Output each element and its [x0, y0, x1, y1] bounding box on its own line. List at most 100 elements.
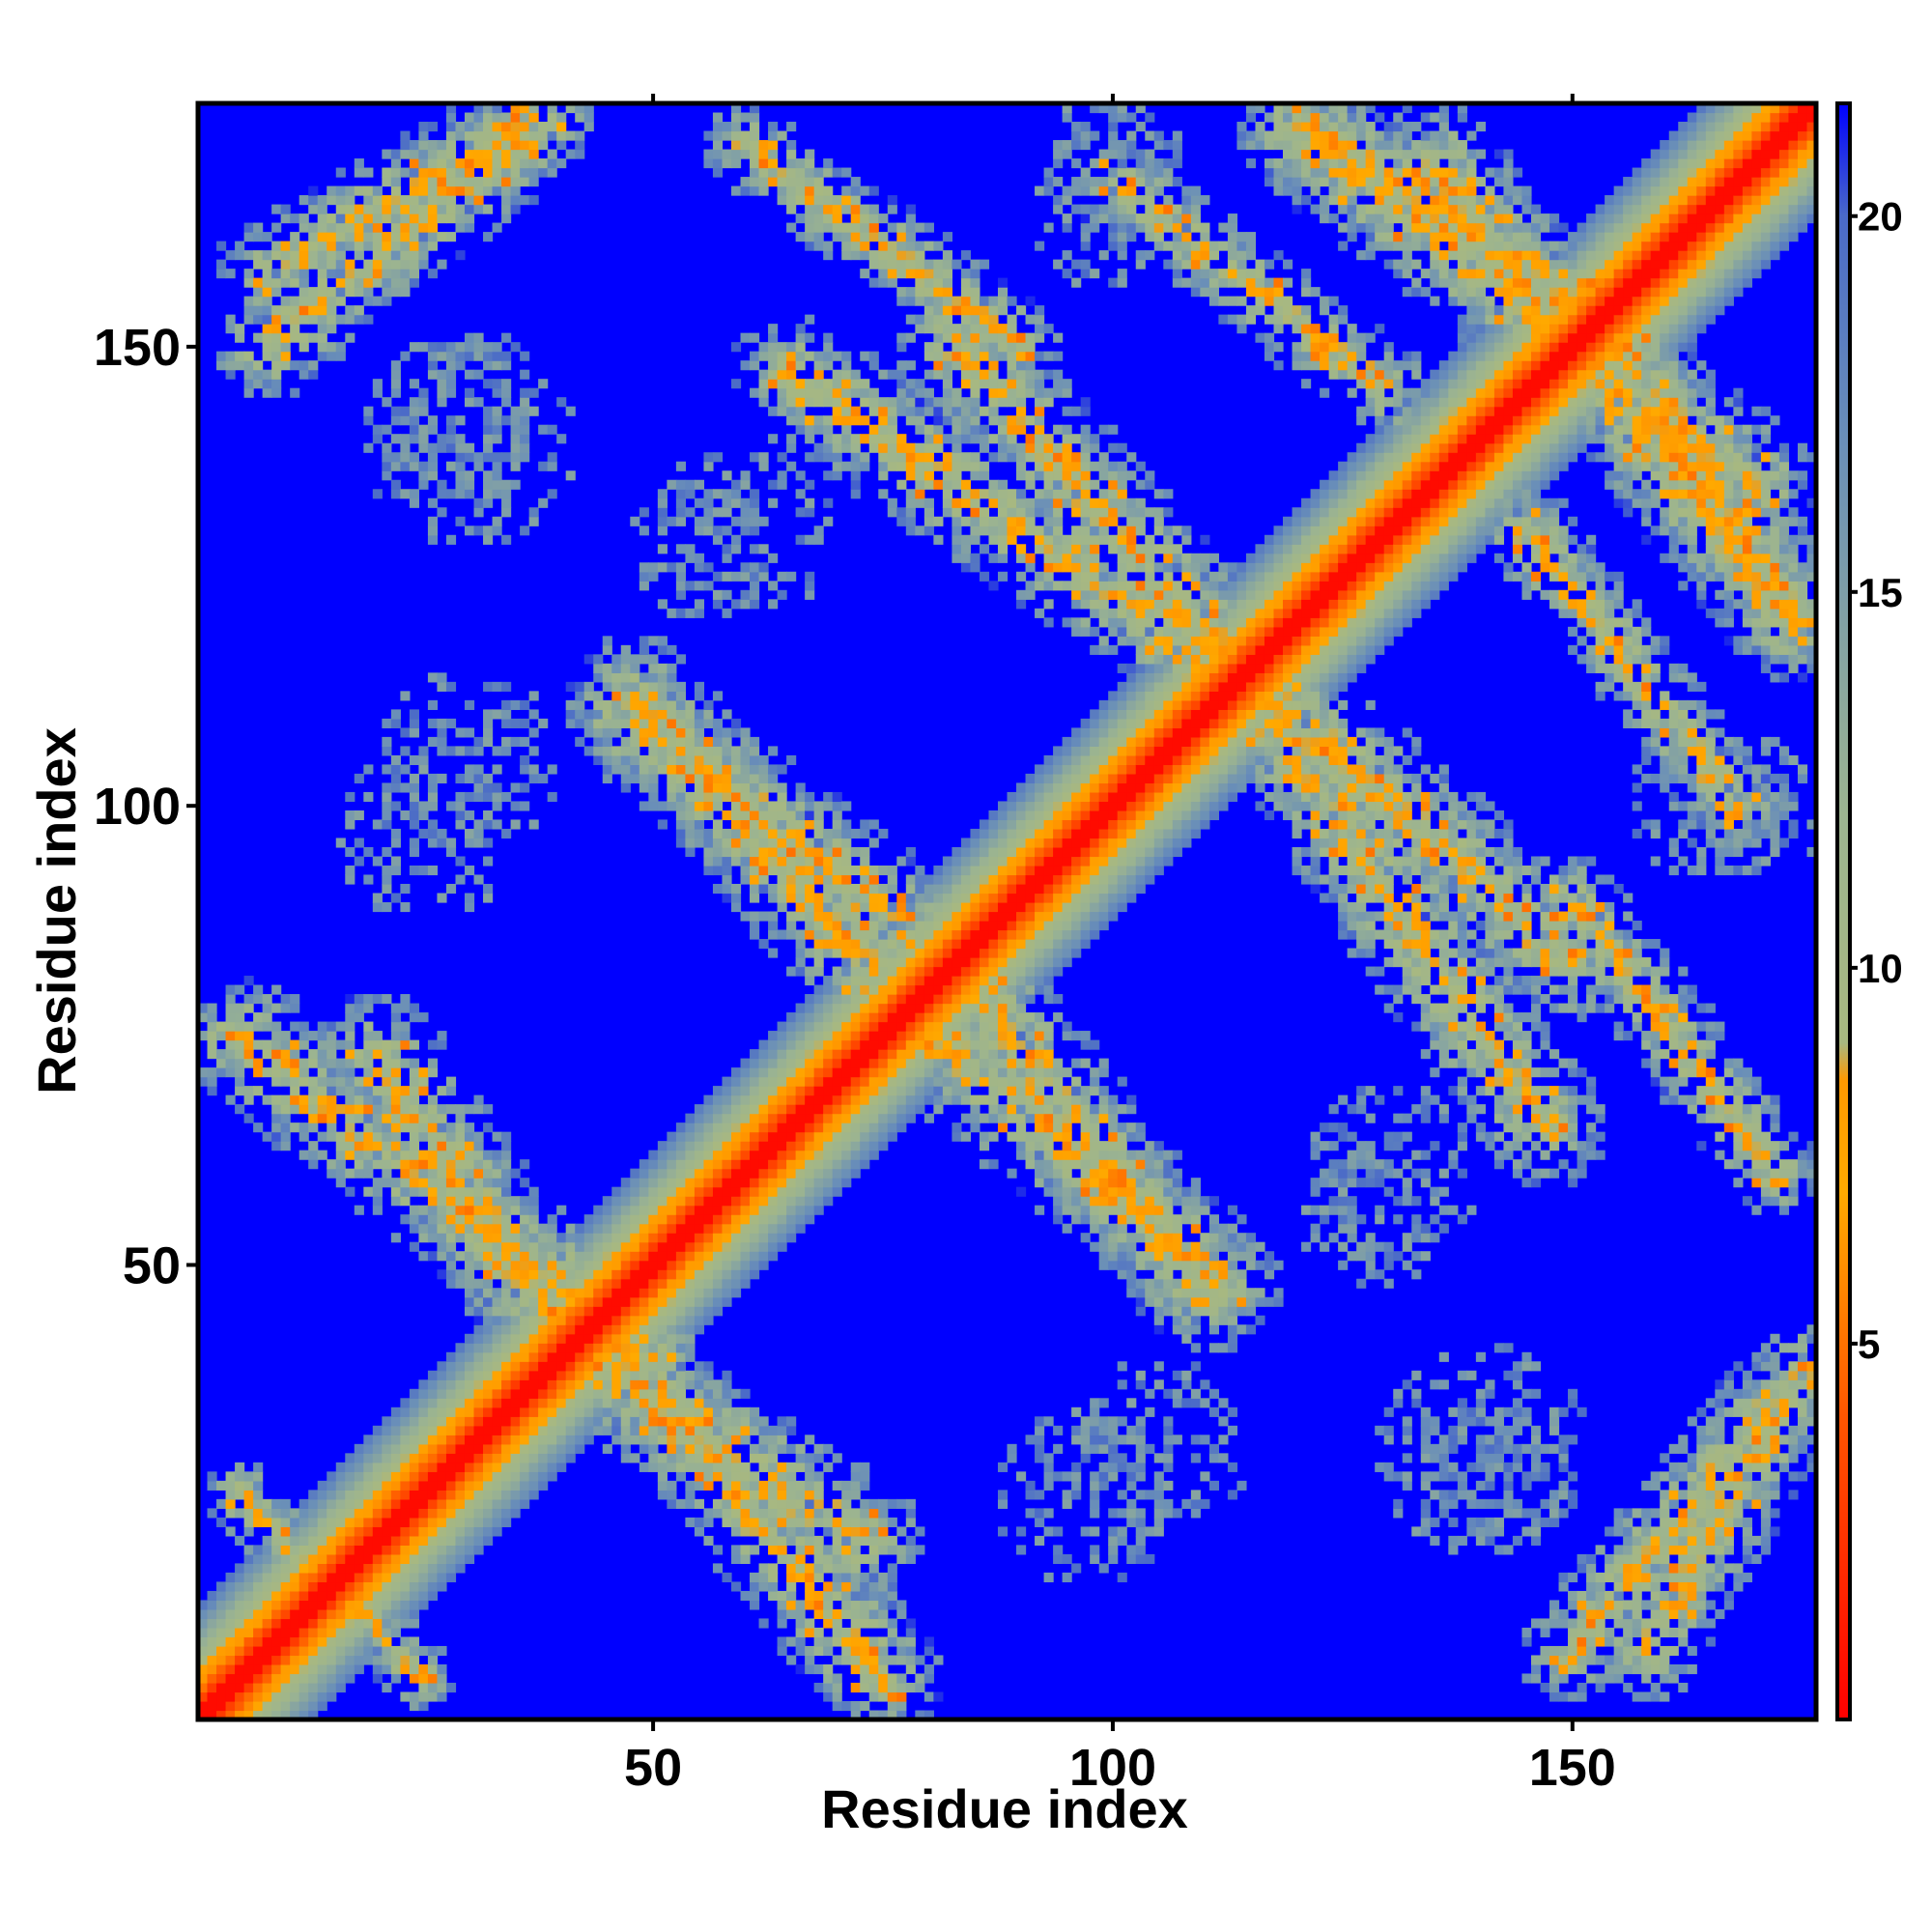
heatmap-cell — [868, 984, 879, 995]
heatmap-cell — [198, 1003, 209, 1013]
heatmap-cell — [657, 1370, 668, 1380]
heatmap-cell — [483, 1104, 494, 1115]
heatmap-cell — [418, 1508, 429, 1519]
heatmap-cell — [805, 1214, 815, 1225]
heatmap-cell — [235, 1508, 245, 1519]
heatmap-cell — [730, 746, 742, 756]
heatmap-cell — [648, 699, 659, 710]
heatmap-cell — [510, 1233, 521, 1243]
heatmap-cell — [427, 1398, 439, 1408]
heatmap-cell — [593, 1398, 604, 1408]
heatmap-cell — [878, 470, 889, 481]
heatmap-cell — [390, 1159, 401, 1170]
heatmap-cell — [345, 1600, 355, 1610]
heatmap-cell — [648, 1296, 659, 1307]
heatmap-cells — [198, 103, 1816, 1719]
heatmap-cell — [777, 1416, 787, 1427]
heatmap-cell — [575, 103, 585, 114]
heatmap-cell — [492, 801, 502, 811]
heatmap-cell — [445, 1131, 457, 1142]
heatmap-cell — [611, 699, 622, 710]
heatmap-cell — [520, 195, 530, 206]
heatmap-cell — [675, 1425, 687, 1435]
heatmap-cell — [464, 369, 475, 380]
heatmap-cell — [575, 1351, 585, 1362]
heatmap-cell — [409, 140, 420, 151]
heatmap-cell — [620, 1416, 631, 1427]
heatmap-cell — [354, 1141, 364, 1151]
heatmap-cell — [648, 571, 659, 582]
heatmap-cell — [841, 994, 852, 1005]
heatmap-cell — [271, 1003, 282, 1013]
heatmap-cell — [501, 213, 512, 224]
heatmap-cell — [905, 489, 916, 499]
heatmap-cell — [795, 1663, 806, 1675]
heatmap-cell — [823, 939, 834, 950]
heatmap-cell — [611, 764, 622, 775]
heatmap-cell — [445, 167, 457, 178]
heatmap-cell — [868, 1131, 879, 1142]
heatmap-cell — [878, 1682, 889, 1693]
heatmap-cell — [730, 1545, 742, 1555]
heatmap-cell — [694, 810, 705, 821]
heatmap-cell — [860, 1700, 870, 1712]
heatmap-cell — [372, 819, 383, 830]
heatmap-cell — [280, 1058, 291, 1068]
heatmap-cell — [308, 1673, 319, 1684]
heatmap-cell — [271, 250, 282, 261]
heatmap-cell — [455, 819, 466, 830]
heatmap-cell — [492, 1343, 502, 1353]
heatmap-cell — [538, 1379, 549, 1390]
heatmap-cell — [510, 1241, 521, 1252]
heatmap-cell — [290, 241, 300, 251]
heatmap-cell — [657, 1278, 668, 1289]
heatmap-cell — [382, 746, 392, 756]
heatmap-cell — [722, 810, 732, 821]
heatmap-cell — [216, 1655, 227, 1665]
heatmap-cell — [675, 1269, 687, 1280]
heatmap-cell — [657, 736, 668, 747]
heatmap-cell — [354, 1508, 364, 1519]
heatmap-cell — [758, 791, 769, 803]
heatmap-cell — [758, 782, 769, 793]
heatmap-cell — [556, 1416, 567, 1427]
heatmap-cell — [639, 1333, 649, 1344]
heatmap-cell — [492, 122, 502, 132]
heatmap-cell — [492, 185, 502, 196]
heatmap-cell — [905, 507, 916, 518]
heatmap-cell — [868, 1600, 879, 1610]
heatmap-cell — [593, 1370, 604, 1380]
heatmap-cell — [850, 1021, 861, 1032]
heatmap-cell — [575, 1398, 585, 1408]
heatmap-cell — [805, 397, 815, 408]
heatmap-cell — [675, 1462, 687, 1472]
heatmap-cell — [528, 1306, 539, 1317]
heatmap-cell — [335, 259, 346, 270]
heatmap-cell — [243, 387, 254, 398]
heatmap-cell — [445, 1545, 457, 1555]
heatmap-cell — [722, 1425, 732, 1435]
heatmap-cell — [345, 1581, 355, 1592]
heatmap-cell — [445, 718, 457, 728]
heatmap-cell — [712, 1508, 724, 1519]
heatmap-cell — [841, 1141, 852, 1151]
heatmap-cell — [327, 1031, 337, 1041]
heatmap-cell — [298, 1131, 309, 1142]
heatmap-cell — [832, 1086, 842, 1096]
heatmap-cell — [473, 140, 484, 151]
heatmap-cell — [758, 939, 769, 950]
heatmap-cell — [896, 1700, 907, 1712]
heatmap-cell — [850, 911, 861, 922]
heatmap-cell — [418, 1673, 429, 1684]
heatmap-cell — [768, 149, 779, 159]
heatmap-cell — [253, 1086, 264, 1096]
heatmap-cell — [887, 929, 897, 940]
heatmap-cell — [418, 1398, 429, 1408]
heatmap-cell — [750, 1471, 760, 1482]
heatmap-cell — [492, 1333, 502, 1344]
heatmap-cell — [427, 452, 439, 463]
heatmap-cell — [382, 1618, 392, 1629]
heatmap-cell — [850, 1545, 861, 1555]
heatmap-cell — [823, 1086, 834, 1096]
heatmap-cell — [538, 1269, 549, 1280]
